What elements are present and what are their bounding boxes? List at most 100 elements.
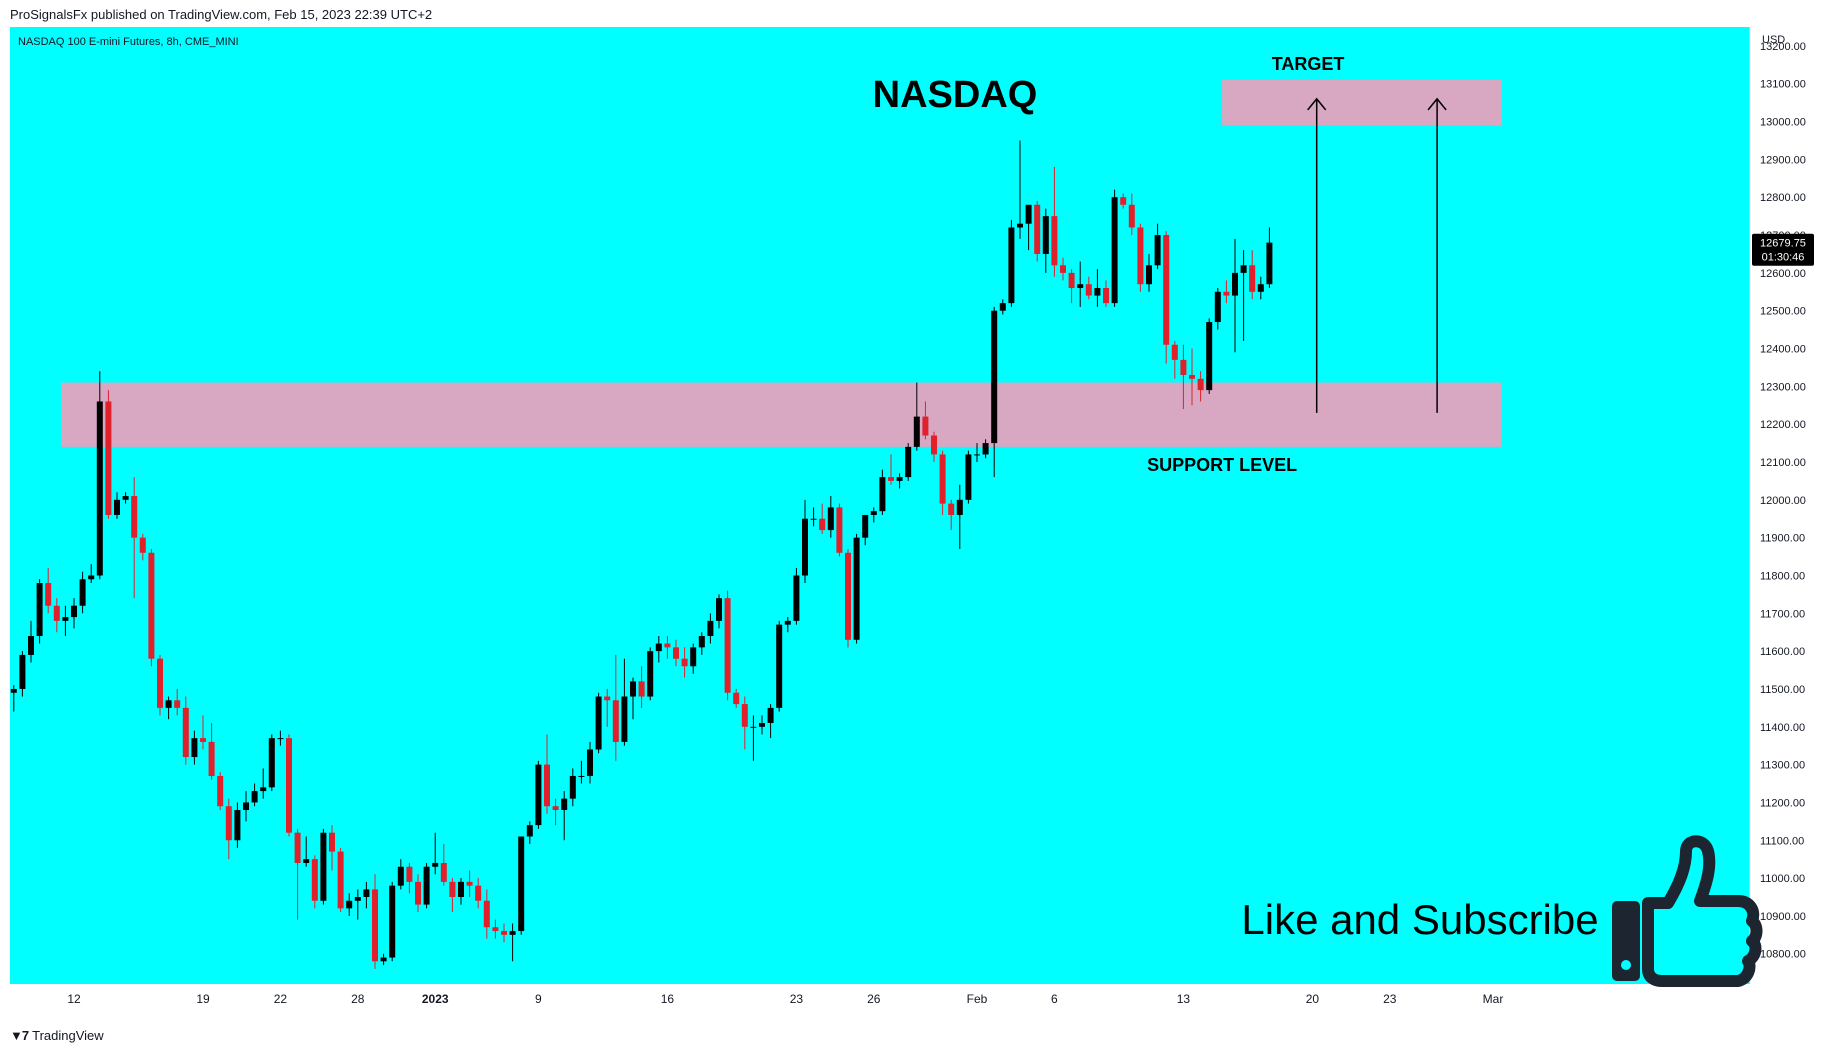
candle-body[interactable] (1171, 344, 1178, 360)
candle-body[interactable] (827, 507, 834, 531)
candle-body[interactable] (767, 707, 774, 723)
candle-body[interactable] (1197, 378, 1204, 391)
candle-body[interactable] (71, 605, 77, 618)
candle-body[interactable] (458, 881, 464, 897)
candle-body[interactable] (621, 696, 628, 742)
candle-body[interactable] (1094, 288, 1101, 296)
chart-panel[interactable]: TARGET SUPPORT LEVEL NASDAQ NASDAQ 100 E-mi… (10, 27, 1824, 1018)
candle-body[interactable] (217, 775, 224, 807)
candle-body[interactable] (303, 859, 310, 863)
candle-body[interactable] (36, 583, 43, 636)
candle-body[interactable] (200, 738, 206, 742)
candle-body[interactable] (1051, 216, 1058, 266)
candle-body[interactable] (415, 881, 421, 905)
candle-body[interactable] (1025, 204, 1032, 224)
candle-body[interactable] (1120, 197, 1127, 205)
candle-body[interactable] (552, 806, 559, 810)
candle-body[interactable] (449, 881, 456, 897)
candle-body[interactable] (148, 552, 155, 659)
candle-body[interactable] (286, 738, 292, 833)
candle-body[interactable] (501, 931, 507, 935)
candle-body[interactable] (1223, 291, 1230, 296)
candle-body[interactable] (1146, 265, 1152, 285)
candle-body[interactable] (483, 900, 490, 928)
candle-body[interactable] (913, 416, 920, 447)
time-scale[interactable] (10, 984, 1750, 1018)
candle-body[interactable] (888, 477, 894, 481)
candle-body[interactable] (346, 900, 353, 909)
candle-body[interactable] (819, 518, 826, 531)
candle-body[interactable] (604, 696, 611, 701)
candle-body[interactable] (1008, 227, 1015, 304)
candle-body[interactable] (165, 700, 172, 708)
candle-body[interactable] (475, 885, 482, 901)
candle-body[interactable] (96, 401, 103, 576)
candle-body[interactable] (1214, 291, 1221, 323)
candle-body[interactable] (750, 726, 757, 728)
candle-body[interactable] (793, 575, 800, 621)
candle-body[interactable] (836, 507, 843, 553)
candle-body[interactable] (587, 749, 593, 776)
candle-body[interactable] (492, 927, 499, 932)
candle-body[interactable] (337, 851, 344, 909)
candle-body[interactable] (139, 537, 146, 553)
candle-body[interactable] (28, 636, 34, 655)
candle-body[interactable] (724, 598, 731, 693)
candle-body[interactable] (45, 583, 52, 606)
candle-body[interactable] (1206, 322, 1213, 391)
candle-body[interactable] (389, 885, 396, 958)
zone-target[interactable] (1222, 79, 1502, 126)
candle-body[interactable] (733, 692, 740, 705)
candle-body[interactable] (518, 836, 525, 932)
candle-body[interactable] (114, 499, 120, 515)
candle-body[interactable] (690, 647, 697, 667)
candle-body[interactable] (1163, 235, 1170, 345)
candle-body[interactable] (630, 681, 636, 697)
candle-body[interactable] (1266, 242, 1273, 285)
candle-body[interactable] (853, 537, 860, 640)
candle-body[interactable] (578, 775, 585, 777)
candle-body[interactable] (1257, 284, 1264, 292)
candle-body[interactable] (1137, 227, 1144, 285)
candle-body[interactable] (638, 681, 645, 697)
candle-body[interactable] (931, 435, 937, 455)
footer-brand[interactable]: TradingView (32, 1027, 104, 1043)
candle-body[interactable] (1249, 265, 1256, 292)
candle-body[interactable] (268, 738, 275, 788)
candle-body[interactable] (673, 647, 679, 659)
candle-body[interactable] (380, 957, 387, 962)
candle-body[interactable] (372, 889, 378, 962)
candle-body[interactable] (53, 605, 60, 621)
candle-body[interactable] (509, 931, 516, 935)
candle-body[interactable] (79, 579, 86, 606)
candle-body[interactable] (10, 688, 17, 693)
candle-body[interactable] (870, 511, 877, 515)
candle-body[interactable] (311, 859, 318, 901)
candle-body[interactable] (234, 810, 241, 841)
candle-body[interactable] (896, 477, 903, 481)
candle-body[interactable] (174, 700, 181, 708)
candle-body[interactable] (647, 651, 654, 697)
candle-body[interactable] (208, 741, 215, 776)
candle-body[interactable] (1128, 204, 1135, 228)
candle-body[interactable] (406, 866, 413, 882)
candle-body[interactable] (974, 454, 980, 456)
candle-body[interactable] (432, 862, 439, 867)
candle-body[interactable] (1111, 197, 1118, 304)
candle-body[interactable] (1068, 272, 1075, 288)
candle-body[interactable] (716, 598, 722, 621)
price-scale[interactable] (1750, 27, 1824, 1018)
candle-body[interactable] (320, 832, 327, 901)
candle-body[interactable] (879, 477, 886, 512)
candle-body[interactable] (354, 897, 361, 901)
candle-body[interactable] (1232, 272, 1238, 296)
candle-body[interactable] (862, 514, 869, 538)
candle-body[interactable] (776, 624, 783, 708)
candle-body[interactable] (965, 454, 972, 500)
candle-body[interactable] (810, 518, 817, 520)
candle-body[interactable] (535, 764, 542, 826)
candle-body[interactable] (561, 798, 568, 810)
candlestick-chart[interactable]: TARGET SUPPORT LEVEL NASDAQ NASDAQ 100 E-mi… (10, 27, 1824, 1018)
candle-body[interactable] (131, 496, 138, 538)
candle-body[interactable] (1103, 288, 1109, 304)
